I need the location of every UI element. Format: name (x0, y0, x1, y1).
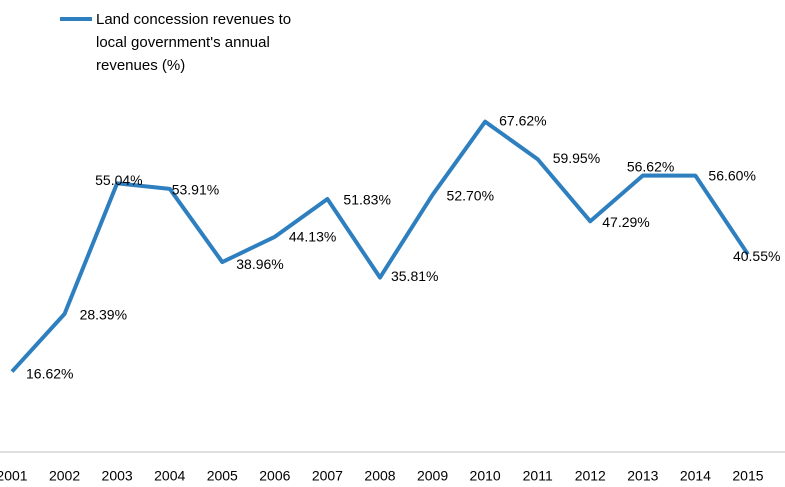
x-tick-label: 2005 (207, 468, 238, 484)
data-label: 53.91% (172, 182, 219, 198)
x-tick-label: 2011 (523, 468, 553, 484)
data-label: 67.62% (499, 112, 546, 128)
x-tick-label: 2006 (259, 468, 290, 484)
data-label: 40.55% (733, 248, 780, 264)
x-tick-label: 2004 (154, 468, 185, 484)
x-tick-label: 2013 (627, 468, 658, 484)
data-label: 44.13% (289, 228, 336, 244)
data-label: 56.60% (708, 167, 755, 183)
data-label: 35.81% (391, 268, 438, 284)
data-label: 51.83% (343, 192, 390, 208)
x-tick-label: 2001 (0, 468, 28, 484)
x-tick-label: 2008 (364, 468, 395, 484)
data-label: 55.04% (95, 172, 142, 188)
x-tick-label: 2002 (49, 468, 80, 484)
x-tick-label: 2014 (680, 468, 711, 484)
data-label: 38.96% (236, 256, 283, 272)
x-tick-label: 2012 (575, 468, 606, 484)
data-label: 56.62% (627, 158, 674, 174)
data-label: 47.29% (602, 214, 649, 230)
x-tick-label: 2003 (102, 468, 133, 484)
data-label: 28.39% (80, 307, 127, 323)
legend-label: Land concession revenues to local govern… (96, 11, 292, 74)
x-tick-label: 2007 (312, 468, 343, 484)
x-tick-label: 2009 (417, 468, 448, 484)
x-tick-label: 2015 (732, 468, 763, 484)
x-tick-label: 2010 (470, 468, 501, 484)
data-line (10, 119, 750, 373)
data-label: 59.95% (553, 150, 600, 166)
data-label: 52.70% (447, 187, 494, 203)
data-label: 16.62% (26, 365, 73, 381)
